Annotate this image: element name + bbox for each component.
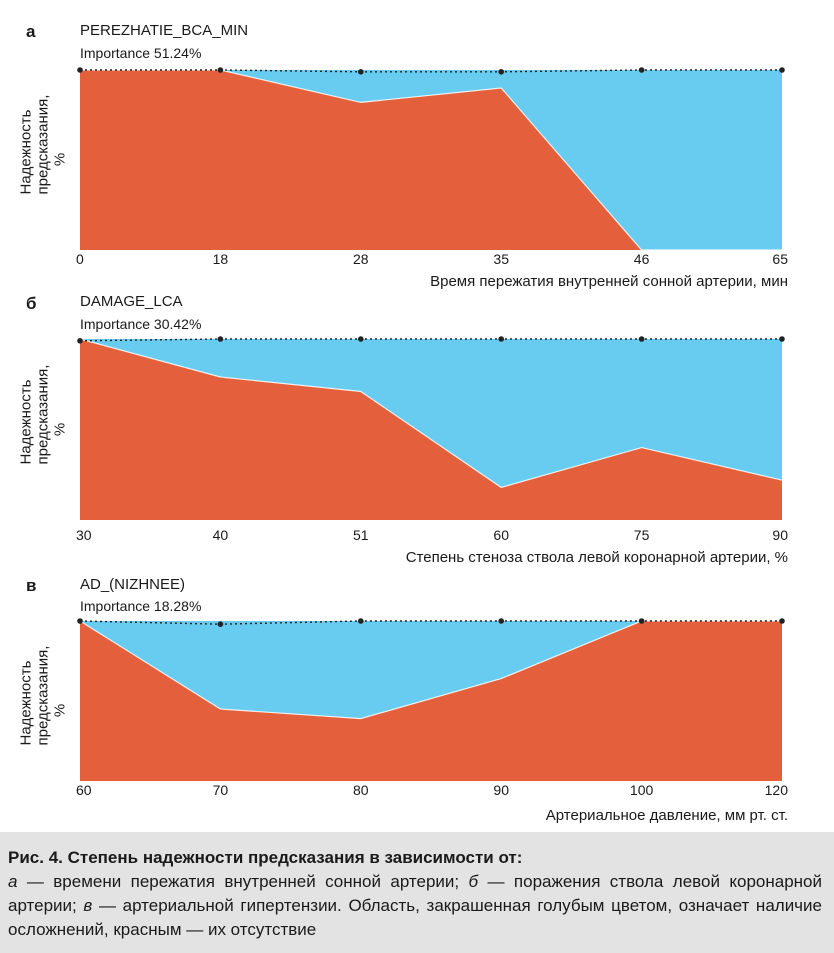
x-tick-label: 90 — [493, 782, 509, 798]
importance-label: Importance 51.24% — [80, 45, 202, 61]
chart-title: DAMAGE_LCA — [80, 293, 183, 310]
caption-text-v: — артериальной гипертензии. Область, зак… — [8, 896, 822, 939]
area-no-complications — [80, 70, 782, 250]
data-point — [217, 336, 224, 342]
chart-plot-a: 0 18 28 35 46 65 Время пережатия внутренней со… — [76, 67, 788, 290]
x-axis-label: Артериальное давление, мм рт. ст. — [546, 807, 788, 824]
data-point — [77, 67, 83, 73]
caption-text: а — времени пережатия внутренней сонной … — [8, 870, 822, 942]
caption-title: Рис. 4. Степень надежности предсказания … — [8, 848, 523, 867]
data-point — [77, 618, 83, 624]
x-tick-label: 28 — [353, 251, 369, 267]
x-axis-label: Степень стеноза ствола левой коронарной … — [406, 549, 788, 566]
x-tick-label: 51 — [353, 527, 369, 543]
data-point — [358, 336, 364, 342]
data-point — [217, 67, 224, 73]
chart-panel-a: а PEREZHATIE_BCA_MIN Importance 51.24% Н… — [0, 0, 834, 290]
caption-letter-b: б — [468, 872, 479, 891]
data-point — [779, 67, 785, 73]
x-tick-label: 100 — [630, 782, 654, 798]
chart-title: AD_(NIZHNEE) — [80, 576, 186, 593]
x-tick-label: 75 — [634, 527, 650, 543]
chart-panel-b: б DAMAGE_LCA Importance 30.42% Надежност… — [18, 293, 789, 566]
chart-panel-c: в AD_(NIZHNEE) Importance 18.28% Надежно… — [18, 576, 789, 824]
area-no-complications — [80, 621, 782, 781]
x-tick-label: 60 — [76, 782, 92, 798]
data-point — [358, 618, 364, 624]
panel-letter: а — [26, 22, 36, 41]
dotted-line — [80, 69, 782, 73]
panel-letter: в — [26, 576, 37, 595]
x-tick-label: 65 — [772, 251, 788, 267]
x-tick-label: 80 — [353, 782, 369, 798]
data-point — [638, 618, 645, 624]
x-tick-label: 46 — [634, 251, 650, 267]
importance-label: Importance 18.28% — [80, 598, 202, 614]
x-tick-label: 120 — [765, 782, 789, 798]
data-point — [77, 338, 83, 344]
figure-caption: Рис. 4. Степень надежности предсказания … — [0, 832, 834, 953]
caption-text-b: — поражения ствола левой коронарной арте… — [8, 872, 822, 915]
x-tick-label: 30 — [76, 527, 92, 543]
dotted-line — [79, 338, 782, 342]
data-point — [498, 69, 505, 75]
data-point — [779, 618, 785, 624]
panel-letter: б — [26, 294, 37, 313]
data-point — [498, 618, 505, 624]
x-tick-label: 18 — [213, 251, 229, 267]
boundary-line — [79, 338, 783, 489]
importance-label: Importance 30.42% — [80, 316, 202, 332]
chart-plot-b: 30 40 51 60 75 90 Степень стеноза ствола левой… — [76, 336, 788, 566]
x-tick-label: 70 — [213, 782, 229, 798]
data-point — [638, 67, 645, 73]
data-point — [779, 336, 785, 342]
chart-title: PEREZHATIE_BCA_MIN — [80, 22, 249, 39]
data-point — [498, 336, 505, 342]
x-axis-label: Время пережатия внутренней сонной артери… — [430, 273, 788, 290]
x-tick-label: 40 — [213, 527, 229, 543]
x-tick-label: 0 — [76, 251, 84, 267]
area-no-complications — [80, 339, 782, 520]
data-point — [358, 69, 364, 75]
data-point — [217, 621, 224, 627]
caption-letter-v: в — [83, 896, 93, 915]
x-tick-label: 35 — [493, 251, 509, 267]
dotted-line — [79, 620, 782, 625]
caption-letter-a: а — [8, 872, 18, 891]
x-tick-label: 90 — [772, 527, 788, 543]
caption-text-a: — времени пережатия внутренней сонной ар… — [17, 872, 469, 891]
chart-plot-c: 60 70 80 90 100 120 Артериальное давление, мм … — [76, 618, 789, 824]
x-tick-label: 60 — [493, 527, 509, 543]
data-point — [638, 336, 645, 342]
